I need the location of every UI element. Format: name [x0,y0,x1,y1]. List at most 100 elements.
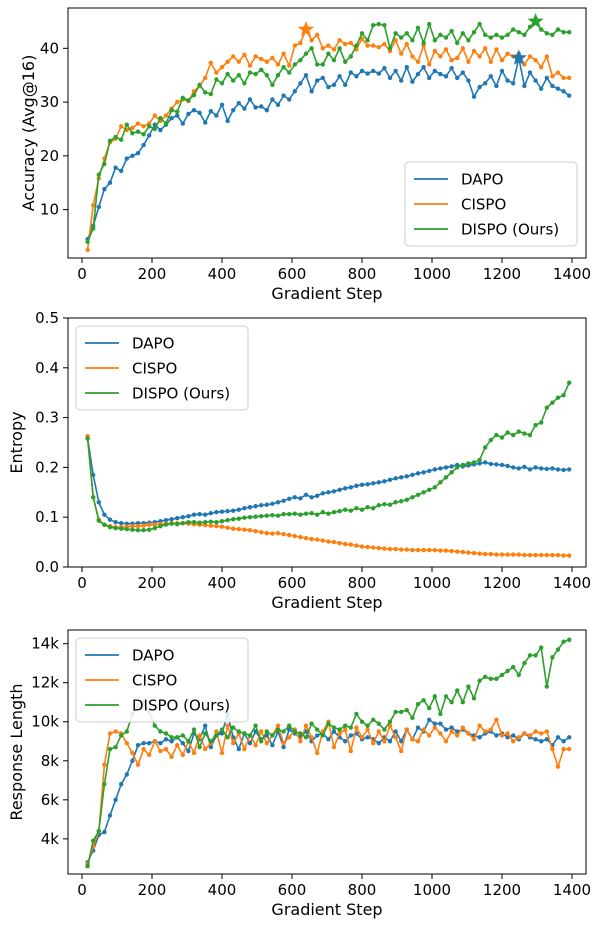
data-point-dispo-ours [365,723,370,728]
data-point-cispo [438,548,443,553]
data-point-dapo [567,735,572,740]
data-point-cispo [544,729,549,734]
data-point-dapo [96,500,102,505]
data-point-dispo-ours [404,707,409,713]
data-point-dispo-ours [197,520,202,525]
data-point-dapo [539,86,544,91]
data-point-dapo [488,461,493,467]
data-point-cispo [449,57,454,63]
data-point-dispo-ours [460,700,465,705]
data-point-dapo [259,503,264,508]
data-point-dispo-ours [214,77,219,82]
data-point-dispo-ours [471,29,477,35]
data-point-cispo [427,733,432,738]
data-point-dispo-ours [287,70,292,75]
data-point-dispo-ours [158,523,163,529]
data-point-dapo [315,733,320,738]
data-point-dispo-ours [561,392,566,398]
legend-label: DAPO [461,171,503,189]
data-point-cispo [337,540,342,546]
data-point-dispo-ours [382,23,387,28]
data-point-dapo [427,75,432,81]
data-point-cispo [203,75,208,81]
data-point-dispo-ours [214,519,219,525]
data-point-dapo [214,113,219,118]
data-point-dapo [130,153,135,159]
data-point-dispo-ours [326,511,331,516]
data-point-dapo [415,725,421,730]
data-point-cispo [404,727,409,732]
data-point-dapo [455,75,460,81]
data-point-dapo [191,107,197,113]
data-point-cispo [499,552,505,557]
data-point-dispo-ours [331,57,337,63]
data-point-dispo-ours [460,31,465,36]
data-point-dispo-ours [208,739,213,744]
data-point-dapo [494,462,499,467]
data-point-cispo [432,725,437,730]
x-tick-label: 0 [77,574,87,592]
data-point-cispo [130,750,135,756]
data-point-dapo [382,479,387,484]
legend-label: DISPO (Ours) [461,221,559,239]
x-tick-label: 1400 [553,265,591,283]
data-point-dispo-ours [410,38,415,43]
data-point-dispo-ours [180,95,185,100]
y-tick-label: 14k [31,635,59,653]
data-point-dapo [432,721,437,726]
y-tick-label: 0.4 [35,359,59,377]
data-point-cispo [371,741,376,746]
data-point-cispo [343,541,348,547]
data-point-cispo [511,552,516,557]
data-point-dispo-ours [91,838,96,844]
data-point-dapo [376,480,381,485]
data-point-dispo-ours [270,733,275,738]
data-point-dispo-ours [186,519,191,525]
data-point-dapo [287,496,292,501]
data-point-cispo [455,549,460,554]
data-point-dispo-ours [180,520,185,526]
data-point-cispo [359,544,365,549]
data-point-cispo [544,552,549,558]
y-tick-label: 20 [40,147,59,165]
data-point-dapo [443,727,449,732]
data-point-cispo [320,538,325,543]
data-point-dispo-ours [488,437,493,443]
x-tick-label: 1200 [483,574,521,592]
data-point-dispo-ours [119,137,124,142]
data-point-dapo [113,165,118,170]
x-tick-label: 1200 [483,881,521,899]
data-point-dapo [354,74,359,79]
data-point-dapo [197,512,202,517]
data-point-dapo [119,168,124,174]
data-point-dapo [270,742,275,748]
data-point-dispo-ours [427,487,432,493]
data-point-dispo-ours [505,32,510,38]
data-point-dapo [421,470,426,475]
data-point-dispo-ours [533,653,538,658]
data-point-cispo [539,731,544,736]
data-point-dapo [331,489,337,494]
data-point-dispo-ours [522,32,527,38]
data-point-cispo [259,529,264,535]
data-point-dispo-ours [96,172,102,177]
data-point-dapo [343,739,348,744]
data-point-dispo-ours [404,497,409,502]
data-point-dapo [449,66,454,71]
data-point-dapo [483,460,488,465]
data-point-dispo-ours [191,727,197,732]
data-point-cispo [348,748,353,754]
data-point-dispo-ours [410,715,415,721]
data-point-cispo [483,551,488,557]
data-point-dapo [219,509,225,514]
legend-label: DAPO [132,335,174,353]
data-point-dapo [208,511,213,516]
data-point-cispo [147,752,152,758]
data-point-dispo-ours [337,727,342,732]
data-point-cispo [516,735,521,740]
data-point-cispo [275,530,281,536]
y-tick-label: 0.1 [35,508,59,526]
data-point-dispo-ours [387,502,393,507]
data-point-dispo-ours [231,725,236,730]
data-point-dapo [460,70,465,75]
